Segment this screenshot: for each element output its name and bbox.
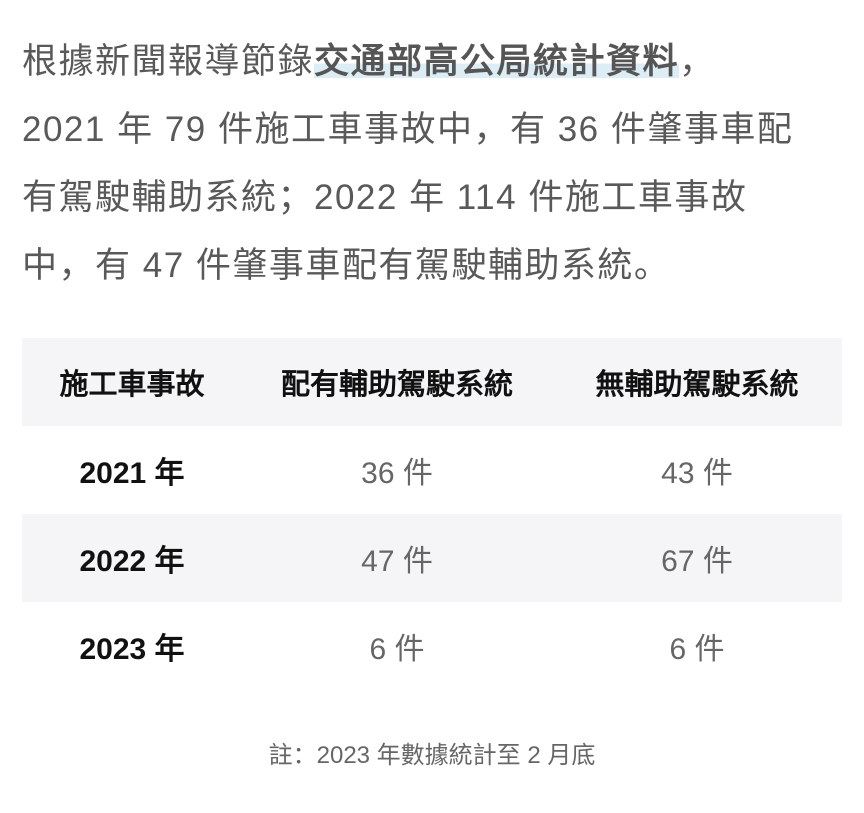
text: ， [679, 42, 716, 81]
paragraph-line-1: 根據新聞報導節錄交通部高公局統計資料， [22, 28, 852, 96]
intro-paragraph: 根據新聞報導節錄交通部高公局統計資料， 2021 年 79 件施工車事故中，有 … [22, 28, 852, 300]
cell-without-assist: 67 件 [552, 514, 842, 602]
table-row: 2022 年 47 件 67 件 [22, 514, 842, 602]
row-year: 2022 年 [22, 514, 242, 602]
header-without-assist: 無輔助駕駛系統 [552, 338, 842, 426]
paragraph-line-3: 有駕駛輔助系統；2022 年 114 件施工車事故 [22, 178, 748, 217]
cell-with-assist: 47 件 [242, 514, 552, 602]
cell-without-assist: 43 件 [661, 457, 733, 490]
header-category: 施工車事故 [22, 338, 242, 426]
highlighted-source: 交通部高公局統計資料 [314, 42, 680, 81]
header-with-assist: 配有輔助駕駛系統 [242, 338, 552, 426]
accident-table: 施工車事故 配有輔助駕駛系統 無輔助駕駛系統 2021 年 36 件 43 件 … [22, 338, 842, 690]
cell-without-assist: 6 件 [669, 633, 725, 666]
table-header: 施工車事故 配有輔助駕駛系統 無輔助駕駛系統 [22, 338, 842, 426]
table-row: 2023 年 6 件 6 件 [22, 602, 842, 690]
table-note: 註：2023 年數據統計至 2 月底 [268, 742, 596, 769]
text: 根據新聞報導節錄 [22, 42, 315, 81]
row-year: 2021 年 [79, 457, 185, 490]
paragraph-line-2: 2021 年 79 件施工車事故中，有 36 件肇事車配 [22, 110, 794, 149]
cell-with-assist: 6 件 [369, 633, 425, 666]
table-row: 2021 年 36 件 43 件 [22, 426, 842, 514]
paragraph-line-4: 中，有 47 件肇事車配有駕駛輔助系統。 [22, 246, 671, 285]
cell-with-assist: 36 件 [361, 457, 433, 490]
row-year: 2023 年 [79, 633, 185, 666]
